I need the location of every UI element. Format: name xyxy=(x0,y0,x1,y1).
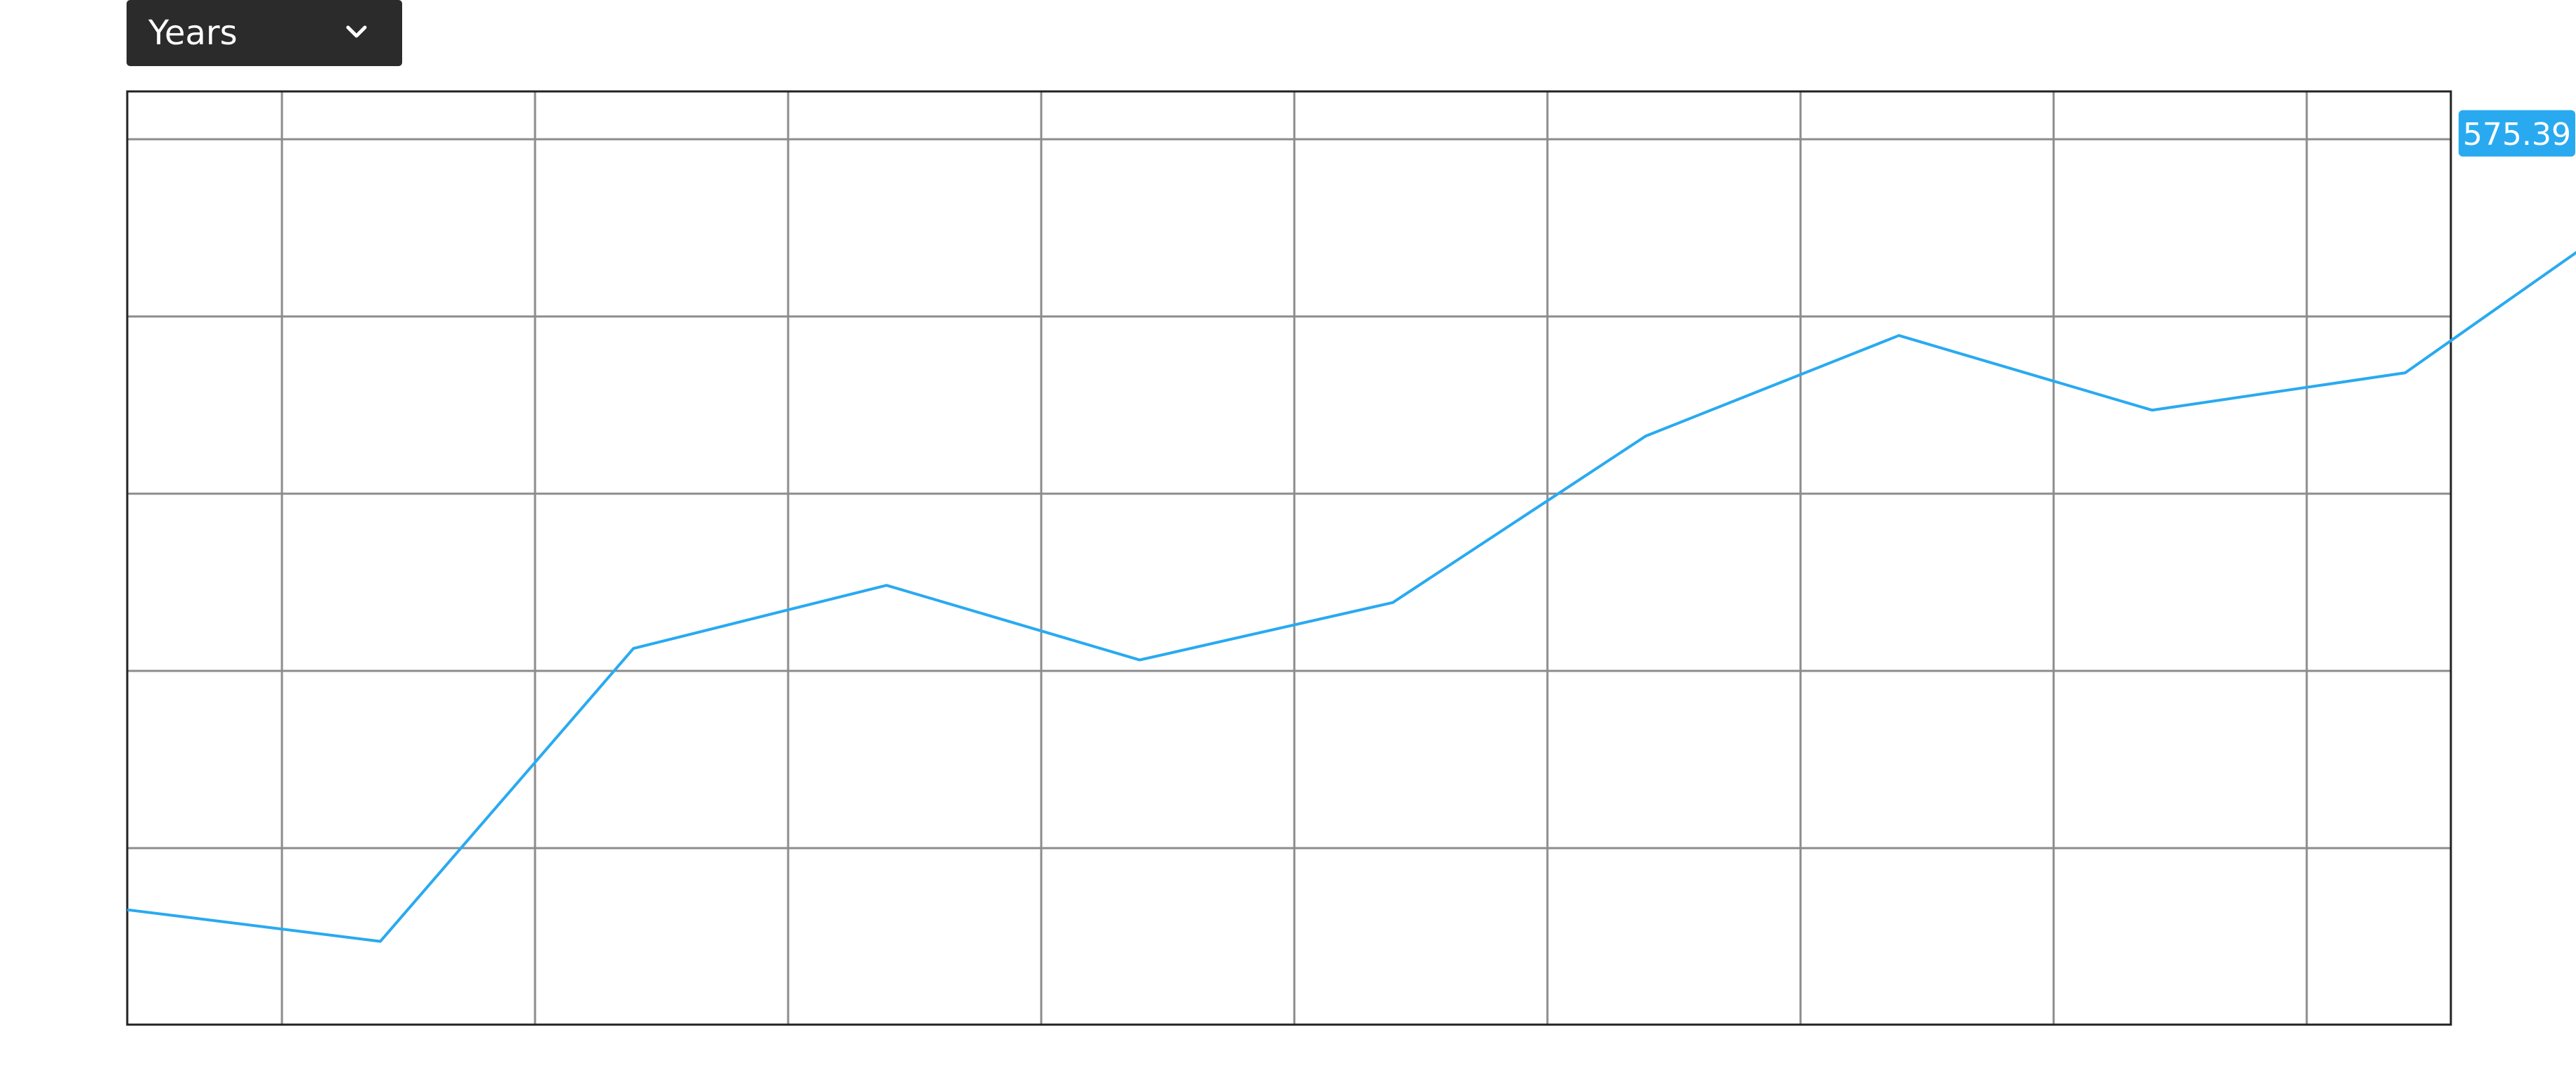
range-select-dropdown[interactable]: Years xyxy=(127,0,402,66)
last-value-label-group: 575.39 xyxy=(2459,110,2576,157)
plot-frame xyxy=(126,90,2452,1026)
series-layer xyxy=(127,250,2576,943)
last-value-label: 575.39 xyxy=(2463,117,2571,153)
range-select-label: Years xyxy=(148,13,238,53)
last-value-label-box xyxy=(2459,110,2575,157)
chevron-down-icon xyxy=(346,25,367,38)
series-line xyxy=(127,250,2576,943)
grid xyxy=(127,91,2451,1025)
